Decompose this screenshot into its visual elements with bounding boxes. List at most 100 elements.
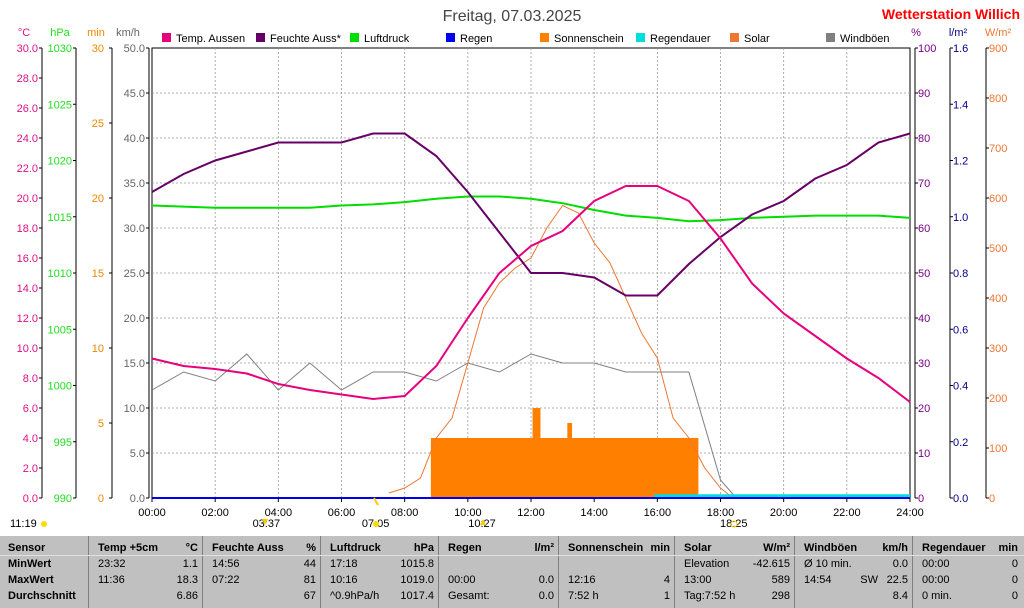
wind-tick-label: 20.0 xyxy=(124,313,145,325)
temp-tick-label: 2.0 xyxy=(23,463,38,475)
legend-swatch xyxy=(446,33,455,42)
stats-row: Ø 10 min. 0.0 xyxy=(798,556,914,572)
stats-header-label: Solar xyxy=(684,542,712,554)
stats-header-label: Regendauer xyxy=(922,542,986,554)
x-tick-label: 00:00 xyxy=(138,507,166,519)
sun-icon xyxy=(41,521,47,527)
temp-tick-label: 0.0 xyxy=(23,493,38,505)
stats-time: 07:22 xyxy=(212,574,240,586)
sunrise-tick xyxy=(373,497,379,506)
stats-column-separator xyxy=(794,536,795,608)
stats-time: 10:16 xyxy=(330,574,358,586)
stats-column-header: Regen l/m² xyxy=(442,540,560,556)
sunshine-tick-label: 25 xyxy=(92,118,104,130)
stats-column-separator xyxy=(912,536,913,608)
stats-header-separator xyxy=(0,555,1024,556)
legend-swatch xyxy=(826,33,835,42)
solar-tick-label: 500 xyxy=(989,243,1007,255)
x-tick-label: 10:00 xyxy=(454,507,482,519)
left-time-label: 11:19 xyxy=(10,518,37,530)
stats-panel: Sensor MinWert MaxWert Durchschnitt Temp… xyxy=(0,536,1024,608)
legend-swatch xyxy=(540,33,549,42)
stats-row: 14:56 44 xyxy=(206,556,322,572)
sunshine-tick-label: 10 xyxy=(92,343,104,355)
sunshine-tick-label: 30 xyxy=(92,43,104,55)
weather-chart: Freitag, 07.03.2025 Wetterstation Willic… xyxy=(10,6,1020,530)
solar-unit-label: W/m² xyxy=(985,27,1012,39)
wind-tick-label: 30.0 xyxy=(124,223,145,235)
solar-tick-label: 700 xyxy=(989,143,1007,155)
solar-tick-label: 400 xyxy=(989,293,1007,305)
legend-swatch xyxy=(636,33,645,42)
solar-tick-label: 100 xyxy=(989,443,1007,455)
wind-unit-label: km/h xyxy=(116,27,140,39)
temp-tick-label: 10.0 xyxy=(17,343,38,355)
stats-value: 298 xyxy=(771,590,790,602)
chart-title: Freitag, 07.03.2025 xyxy=(443,8,582,25)
stats-time: Elevation xyxy=(684,558,730,570)
stats-value: 1015.8 xyxy=(400,558,434,570)
stats-row xyxy=(562,556,676,572)
rain-tick-label: 1.2 xyxy=(953,156,968,168)
rain-tick-label: 1.0 xyxy=(953,212,968,224)
wind-tick-label: 50.0 xyxy=(124,43,145,55)
wind-tick-label: 45.0 xyxy=(124,88,145,100)
stats-row: 12:16 4 xyxy=(562,572,676,588)
stats-column: Windböen km/h Ø 10 min. 0.0 14:54 22.5 SW 8.4 xyxy=(798,536,914,608)
humidity-unit-label: % xyxy=(911,27,921,39)
humidity-tick-label: 40 xyxy=(918,313,930,325)
stats-value: 22.5 xyxy=(886,574,908,586)
stats-direction: SW xyxy=(860,574,878,586)
stats-header-unit: km/h xyxy=(882,542,908,554)
series-wind-gusts xyxy=(151,353,737,499)
solar-tick-label: 900 xyxy=(989,43,1007,55)
stats-column-separator xyxy=(202,536,203,608)
legend-label: Windböen xyxy=(840,33,890,45)
solar-tick-label: 0 xyxy=(989,493,995,505)
stats-row: 14:54 22.5 SW xyxy=(798,572,914,588)
stats-value: 0 xyxy=(1011,590,1018,602)
stats-time: 11:36 xyxy=(98,574,125,586)
station-name: Wetterstation Willich xyxy=(882,6,1020,22)
stats-time: 13:00 xyxy=(684,574,712,586)
stats-value: 4 xyxy=(663,574,670,586)
pressure-unit-label: hPa xyxy=(50,27,70,39)
x-tick-label: 08:00 xyxy=(391,507,419,519)
pressure-tick-label: 1030 xyxy=(48,43,72,55)
stats-time: 23:32 xyxy=(98,558,126,570)
humidity-tick-label: 80 xyxy=(918,133,930,145)
temp-tick-label: 30.0 xyxy=(17,43,38,55)
legend-swatch xyxy=(162,33,171,42)
humidity-tick-label: 20 xyxy=(918,403,930,415)
legend-label: Luftdruck xyxy=(364,33,410,45)
stats-value: 0 xyxy=(1011,558,1018,570)
pressure-tick-label: 1010 xyxy=(48,268,72,280)
stats-column-separator xyxy=(558,536,559,608)
stats-time: Tag:7:52 h xyxy=(684,590,736,602)
wind-tick-label: 10.0 xyxy=(124,403,145,415)
stats-row xyxy=(442,556,560,572)
stats-header-label: Windböen xyxy=(804,542,858,554)
x-tick-label: 22:00 xyxy=(833,507,861,519)
stats-value: 6.86 xyxy=(176,590,198,602)
sunshine-tick-label: 20 xyxy=(92,193,104,205)
stats-time: 17:18 xyxy=(330,558,358,570)
solar-tick-label: 200 xyxy=(989,393,1007,405)
stats-header-unit: hPa xyxy=(413,542,434,554)
wind-tick-label: 5.0 xyxy=(130,448,145,460)
stats-header-unit: min xyxy=(998,542,1018,554)
stats-value: 44 xyxy=(303,558,316,570)
stats-header-unit: °C xyxy=(185,542,198,554)
stats-column: Regen l/m² 00:00 0.0 Gesamt: 0.0 xyxy=(442,536,560,608)
stats-column-separator xyxy=(88,536,89,608)
stats-value: 1019.0 xyxy=(400,574,434,586)
humidity-tick-label: 50 xyxy=(918,268,930,280)
legend-swatch xyxy=(256,33,265,42)
x-tick-label: 02:00 xyxy=(201,507,229,519)
temp-tick-label: 26.0 xyxy=(17,103,38,115)
stats-header-label: Sonnenschein xyxy=(568,542,644,554)
stats-time: 12:16 xyxy=(568,574,596,586)
rain-tick-label: 1.6 xyxy=(953,43,968,55)
pressure-tick-label: 1020 xyxy=(48,156,72,168)
